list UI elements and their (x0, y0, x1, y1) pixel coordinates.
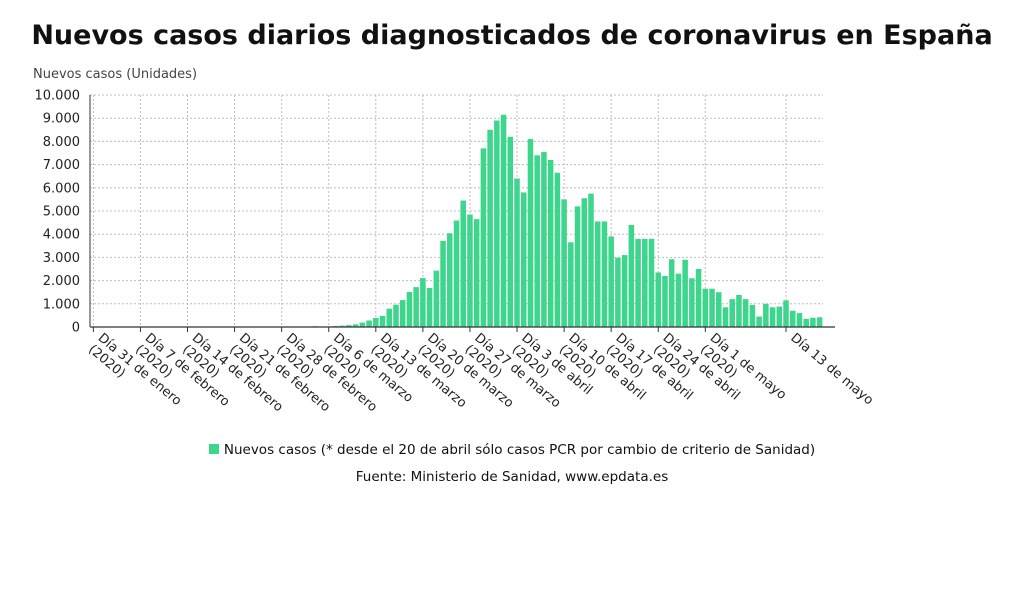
bar (352, 324, 359, 327)
bar (608, 236, 614, 327)
bar (561, 199, 567, 327)
bar (810, 317, 816, 327)
bar (379, 315, 386, 327)
legend-label: Nuevos casos (* desde el 20 de abril sól… (223, 442, 816, 458)
bar (494, 120, 500, 328)
bar (447, 233, 453, 327)
bar (695, 269, 702, 327)
bar (588, 193, 594, 327)
bar (675, 273, 682, 327)
bar (547, 159, 554, 327)
bar (440, 240, 446, 327)
bar (473, 219, 480, 327)
bar (373, 317, 379, 327)
bar (386, 308, 393, 327)
bar (467, 214, 473, 327)
bar (393, 304, 399, 327)
bar (635, 238, 641, 327)
bar (668, 259, 675, 327)
bar (689, 278, 695, 327)
y-tick-label: 7.000 (43, 158, 80, 173)
bar (406, 291, 413, 327)
bar (527, 139, 534, 327)
legend: Nuevos casos (* desde el 20 de abril sól… (0, 442, 1024, 458)
y-tick-label: 5.000 (43, 205, 80, 220)
bar (716, 292, 722, 327)
y-axis-label: Nuevos casos (Unidades) (33, 67, 198, 82)
y-tick-label: 8.000 (43, 135, 80, 150)
x-tick-label: Día 13 de mayo (787, 331, 876, 409)
legend-swatch (208, 444, 219, 454)
bar (655, 272, 662, 327)
bar (399, 300, 406, 327)
chart-title: Nuevos casos diarios diagnosticados de c… (31, 20, 993, 51)
bar (426, 288, 433, 327)
bar (783, 300, 789, 327)
bar (736, 294, 742, 327)
bar (359, 322, 366, 327)
bar (615, 257, 621, 327)
bar (796, 313, 803, 327)
y-tick-label: 0 (72, 321, 80, 336)
y-tick-label: 6.000 (43, 181, 80, 196)
bar (366, 320, 372, 327)
bar (642, 238, 648, 327)
bar (541, 151, 547, 327)
bar (480, 148, 487, 327)
bar (514, 178, 520, 327)
y-tick-label: 9.000 (43, 112, 80, 127)
source-note: Fuente: Ministerio de Sanidad, www.epdat… (355, 469, 669, 485)
bar (420, 278, 426, 327)
bar (520, 192, 527, 327)
y-tick-label: 2.000 (43, 274, 80, 289)
bar (749, 304, 756, 327)
bar (702, 288, 709, 327)
bar (500, 114, 507, 327)
y-tick-labels: 0 1.000 2.000 3.000 4.000 5.000 6.000 7.000 8.00… (35, 89, 81, 336)
bar (460, 200, 466, 327)
bar (413, 287, 419, 327)
bar (594, 221, 601, 327)
bar (507, 136, 514, 327)
y-tick-label: 10.000 (35, 89, 81, 104)
bar-chart: 0 1.000 2.000 3.000 4.000 5.000 6.000 7.000 8.00… (35, 89, 877, 416)
y-tick-label: 3.000 (43, 251, 80, 266)
bar (628, 224, 635, 327)
bar (433, 270, 440, 327)
bar (769, 307, 776, 327)
bar (709, 288, 715, 327)
bar (816, 317, 823, 327)
bar (601, 221, 608, 327)
bar (662, 275, 668, 327)
y-tick-label: 1.000 (43, 297, 80, 312)
bar (453, 220, 460, 327)
bar (581, 198, 588, 327)
bar (776, 306, 783, 327)
bar-series (90, 114, 823, 328)
bar (621, 255, 628, 327)
bar (803, 318, 809, 327)
bar (339, 325, 345, 327)
bar (534, 155, 540, 327)
axes (89, 95, 835, 332)
bar (789, 310, 796, 327)
bar (682, 259, 688, 327)
bar (756, 316, 762, 327)
bar (722, 307, 729, 327)
bar (574, 206, 581, 327)
bar (763, 303, 769, 327)
y-tick-label: 4.000 (43, 228, 80, 243)
bar (729, 299, 735, 327)
bar (346, 325, 352, 327)
bar (568, 242, 574, 327)
bar (554, 172, 561, 327)
x-tick-labels: Día 31 de enero(2020) Día 7 de febrero(20… (85, 331, 876, 416)
bar (742, 299, 749, 327)
bar (648, 238, 655, 327)
bar (487, 129, 493, 327)
